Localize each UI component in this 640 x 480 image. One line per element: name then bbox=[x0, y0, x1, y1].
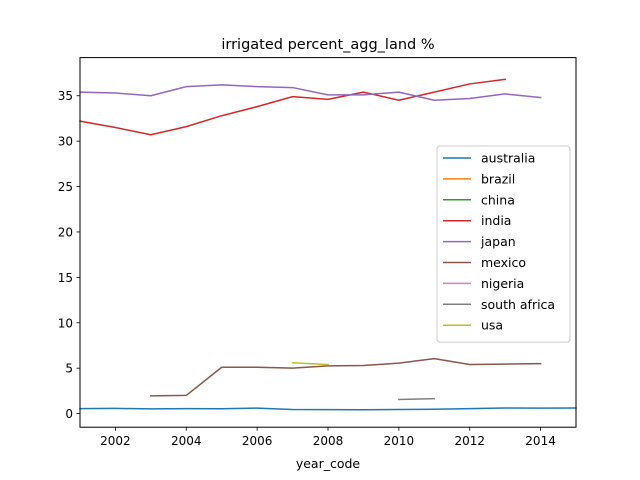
series-line-japan bbox=[79, 84, 542, 102]
legend-label: india bbox=[481, 213, 511, 228]
legend-label: australia bbox=[481, 151, 535, 166]
x-axis-label: year_code bbox=[296, 456, 361, 471]
legend-label: south africa bbox=[481, 297, 555, 312]
series-line-india bbox=[79, 78, 506, 136]
y-tick-label: 35 bbox=[58, 89, 73, 103]
x-tick-label: 2010 bbox=[384, 434, 415, 448]
legend-label: brazil bbox=[481, 171, 515, 186]
legend-label: nigeria bbox=[481, 276, 524, 291]
x-tick-label: 2006 bbox=[242, 434, 273, 448]
y-tick-label: 25 bbox=[58, 180, 73, 194]
legend: australia brazil china india japan mexico nige… bbox=[436, 145, 571, 343]
legend-label: usa bbox=[481, 318, 503, 333]
x-tick-label: 2004 bbox=[171, 434, 202, 448]
series-line-usa bbox=[291, 361, 329, 366]
plot-area bbox=[79, 78, 577, 411]
legend-label: mexico bbox=[481, 255, 526, 270]
legend-box bbox=[436, 145, 571, 343]
legend-label: japan bbox=[480, 234, 516, 249]
y-tick-label: 15 bbox=[58, 271, 73, 285]
y-tick-label: 20 bbox=[58, 225, 73, 239]
x-axis: 2002 2004 2006 2008 2010 2012 2014 bbox=[100, 427, 556, 448]
legend-label: china bbox=[481, 192, 515, 207]
y-axis: 0 5 10 15 20 25 30 35 bbox=[58, 89, 80, 421]
x-tick-label: 2008 bbox=[313, 434, 344, 448]
x-tick-label: 2002 bbox=[100, 434, 131, 448]
chart-title: irrigated percent_agg_land % bbox=[221, 37, 434, 53]
series-line-south-africa bbox=[398, 397, 436, 401]
y-tick-label: 30 bbox=[58, 135, 73, 149]
y-tick-label: 10 bbox=[58, 316, 73, 330]
x-tick-label: 2014 bbox=[525, 434, 556, 448]
x-tick-label: 2012 bbox=[454, 434, 485, 448]
series-line-mexico bbox=[150, 357, 542, 397]
y-tick-label: 5 bbox=[65, 362, 73, 376]
y-tick-label: 0 bbox=[65, 407, 73, 421]
series-line-australia bbox=[79, 407, 577, 411]
